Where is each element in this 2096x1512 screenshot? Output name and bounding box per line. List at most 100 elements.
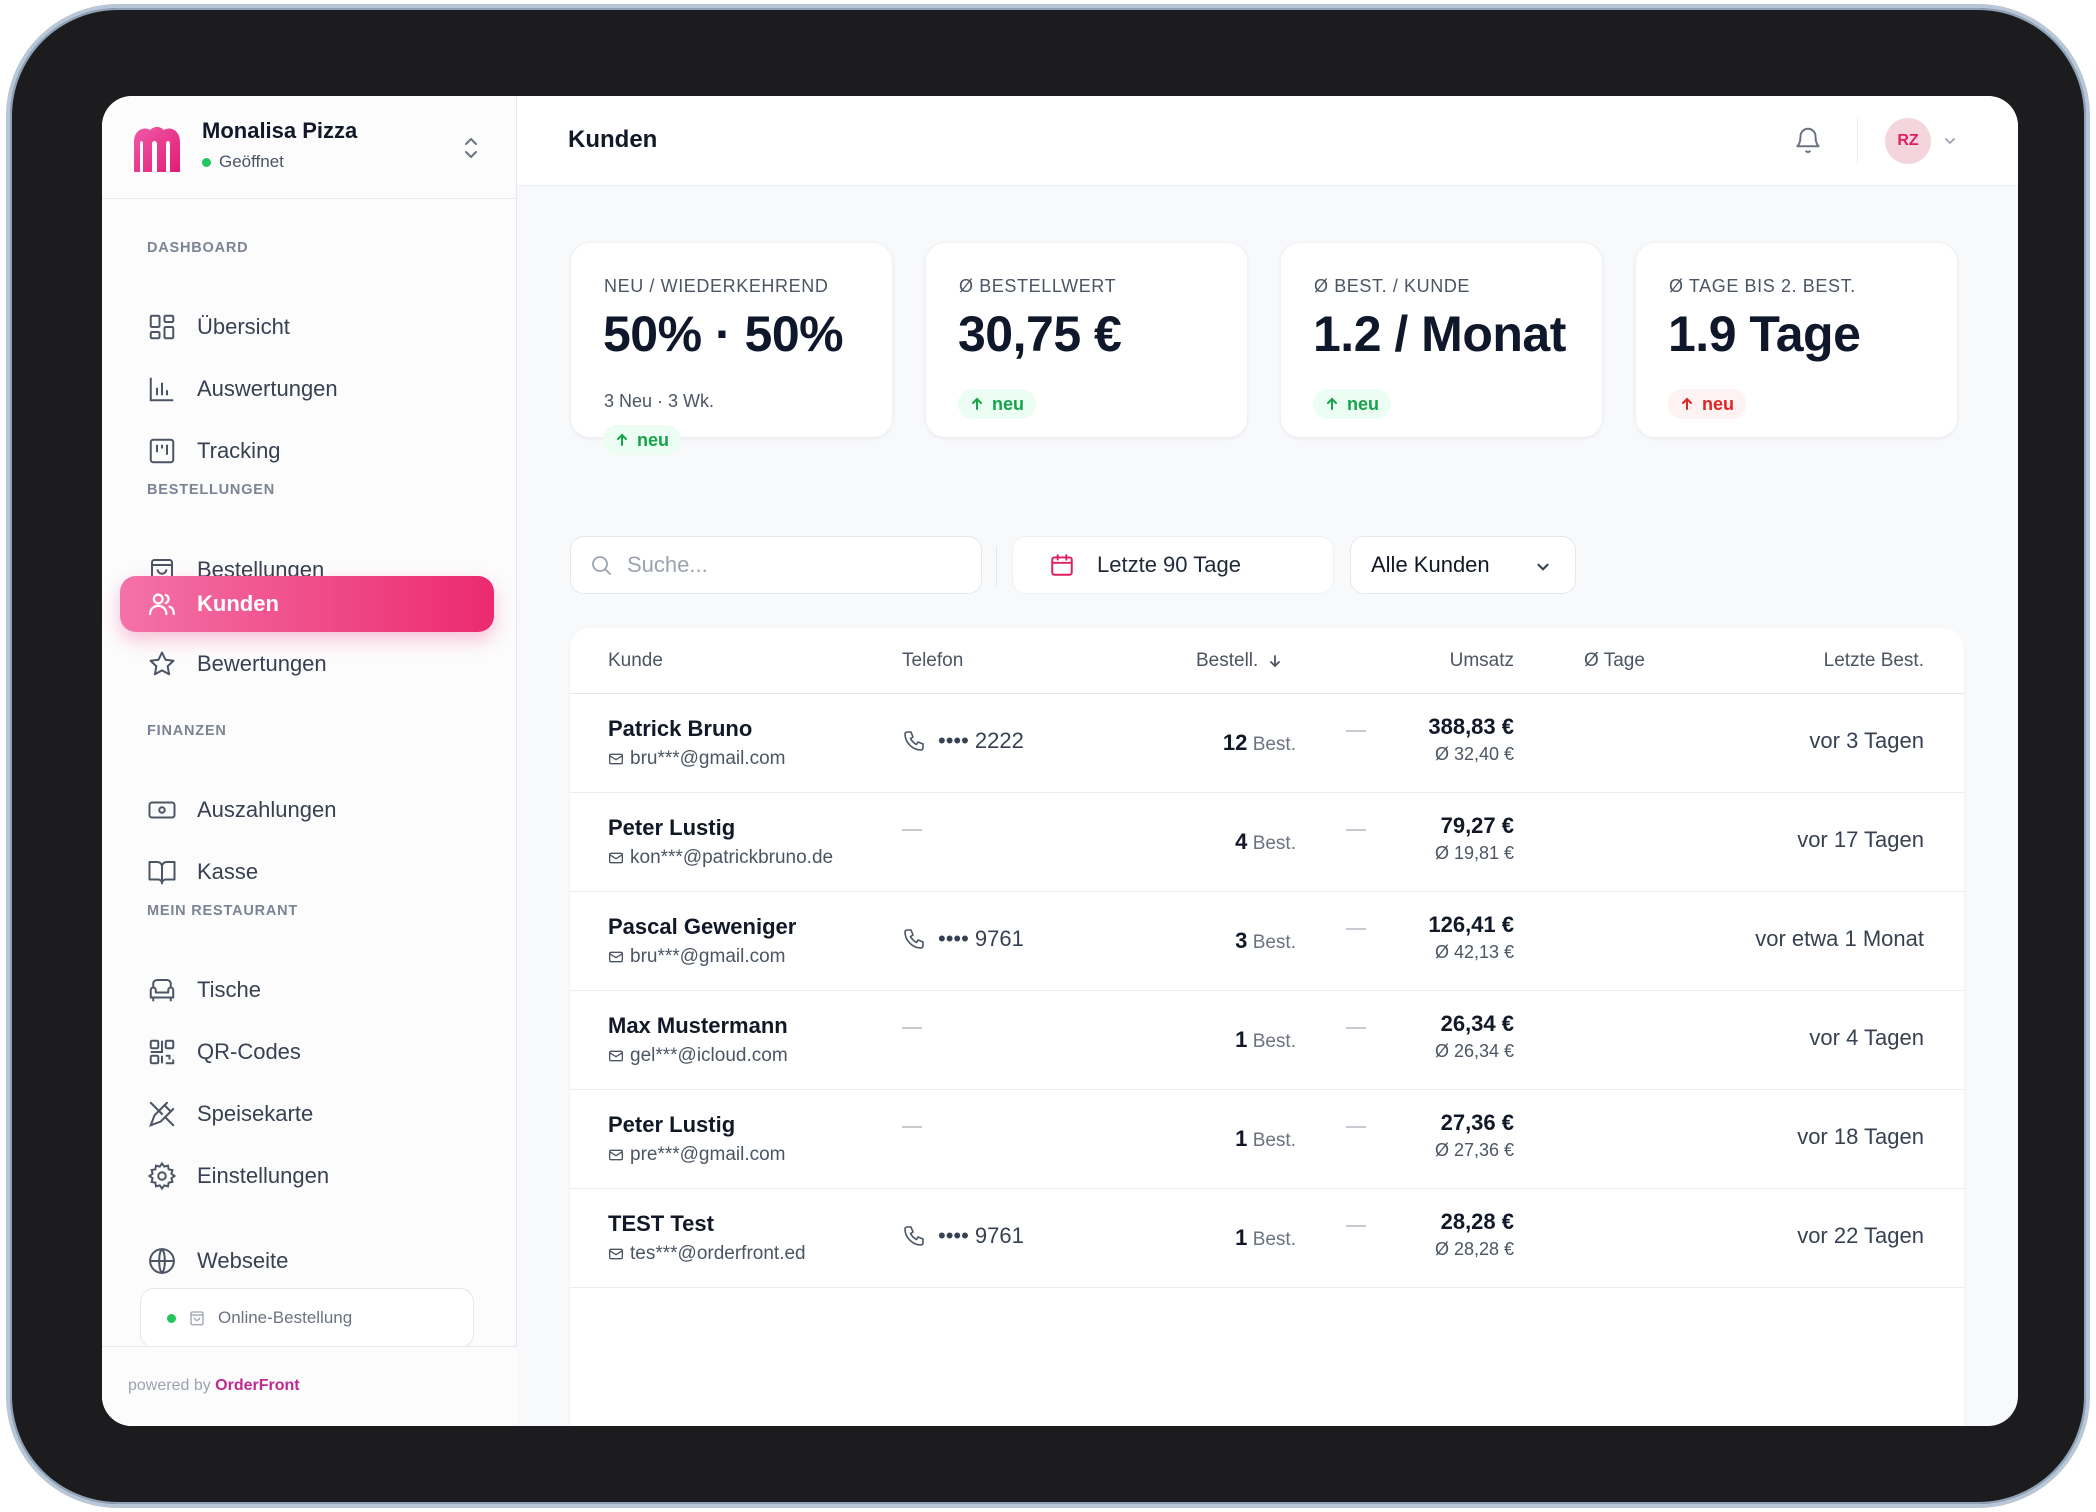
chevron-down-icon[interactable] <box>1943 134 1957 148</box>
revenue-total: 388,83 € <box>1428 714 1514 739</box>
calendar-icon <box>1051 554 1073 576</box>
orders-count: 1 <box>1235 1126 1248 1151</box>
sidebar-item-label: Einstellungen <box>197 1163 330 1188</box>
section-label-mein-restaurant: MEIN RESTAURANT <box>147 903 299 919</box>
sidebar-item-kasse[interactable]: Kasse <box>120 844 494 900</box>
last-order-cell: vor 18 Tagen <box>1797 1124 1924 1149</box>
section-label-dashboard: DASHBOARD <box>147 240 249 256</box>
revenue-total: 28,28 € <box>1440 1209 1514 1234</box>
table-row[interactable]: Pascal Geweniger bru***@gmail.com •••• 9… <box>570 892 1964 991</box>
sidebar-item-uebersicht[interactable]: Übersicht <box>120 299 494 355</box>
kanban-icon <box>149 438 175 464</box>
mail-icon <box>609 1050 623 1062</box>
avatar[interactable]: RZ <box>1885 118 1931 164</box>
sidebar-item-kunden[interactable]: Kunden <box>120 576 494 632</box>
orders-cell: 1 Best. <box>1235 1027 1296 1053</box>
tablet-frame: Monalisa Pizza Geöffnet DASHBOARD Übersi… <box>6 4 2090 1508</box>
phone-icon <box>904 1226 924 1246</box>
customer-email-text: pre***@gmail.com <box>630 1144 786 1165</box>
stat-label: Ø TAGE BIS 2. BEST. <box>1669 276 1856 296</box>
customer-name: Max Mustermann <box>608 1013 788 1038</box>
phone-empty-dash <box>902 1027 922 1029</box>
stat-badge-label: neu <box>637 429 670 450</box>
stat-card-orders-per-customer: Ø BEST. / KUNDE 1.2 / Monat neu <box>1280 242 1603 438</box>
powered-by-prefix: powered by <box>128 1377 211 1394</box>
column-header-orders-label: Bestell. <box>1196 650 1259 671</box>
stat-badge: neu <box>603 425 682 455</box>
customer-email-text: tes***@orderfront.ed <box>630 1243 806 1264</box>
revenue-average: Ø 27,36 € <box>1434 1140 1514 1160</box>
page-title: Kunden <box>568 126 658 153</box>
sidebar-item-label: Auswertungen <box>197 376 338 401</box>
customer-name: Peter Lustig <box>608 815 736 840</box>
stat-card-days-to-second-order: Ø TAGE BIS 2. BEST. 1.9 Tage neu <box>1635 242 1958 438</box>
sidebar-item-webseite[interactable]: Webseite <box>120 1233 494 1289</box>
sidebar-item-label: Bewertungen <box>197 651 327 676</box>
orders-count: 12 <box>1222 730 1248 755</box>
search-input[interactable] <box>627 552 947 578</box>
customer-filter-select[interactable]: Alle Kunden <box>1350 536 1576 594</box>
armchair-icon <box>149 979 175 1002</box>
customer-email: bru***@gmail.com <box>608 748 786 770</box>
table-row[interactable]: Peter Lustig kon***@patrickbruno.de 4 Be… <box>570 793 1964 892</box>
sidebar-item-label: Speisekarte <box>197 1101 314 1126</box>
table-row[interactable]: Peter Lustig pre***@gmail.com 1 Best. 27… <box>570 1090 1964 1189</box>
orders-count: 4 <box>1235 829 1248 854</box>
orders-suffix: Best. <box>1252 1229 1296 1250</box>
brand-logo-icon <box>134 127 180 172</box>
orders-count: 1 <box>1235 1027 1248 1052</box>
powered-by-brand[interactable]: OrderFront <box>215 1377 300 1394</box>
online-order-status[interactable]: Online-Bestellung <box>140 1288 474 1348</box>
date-range-button[interactable]: Letzte 90 Tage <box>1012 536 1334 594</box>
orders-suffix: Best. <box>1252 1031 1296 1052</box>
qr-code-icon <box>149 1039 175 1065</box>
revenue-average: Ø 32,40 € <box>1434 744 1514 764</box>
arrow-up-icon <box>617 433 627 446</box>
revenue-total: 26,34 € <box>1440 1011 1514 1036</box>
revenue-cell: 126,41 € Ø 42,13 € <box>1428 912 1514 963</box>
table-row[interactable]: Patrick Bruno bru***@gmail.com •••• 2222… <box>570 694 1964 793</box>
stat-card-avg-order-value: Ø BESTELLWERT 30,75 € neu <box>925 242 1248 438</box>
last-order-cell: vor 3 Tagen <box>1809 728 1924 753</box>
orders-suffix: Best. <box>1252 932 1296 953</box>
column-header-avg-days[interactable]: Ø Tage <box>1584 650 1645 671</box>
sidebar-item-label: Kasse <box>197 859 259 884</box>
sidebar-item-bewertungen[interactable]: Bewertungen <box>120 636 494 692</box>
sidebar-item-tracking[interactable]: Tracking <box>120 423 494 479</box>
last-order-cell: vor 17 Tagen <box>1797 827 1924 852</box>
customer-email-text: gel***@icloud.com <box>630 1045 788 1066</box>
stat-value: 1.2 / Monat <box>1313 306 1566 362</box>
stat-badge: neu <box>958 389 1037 419</box>
column-header-phone[interactable]: Telefon <box>902 650 964 671</box>
column-header-revenue[interactable]: Umsatz <box>1449 650 1514 671</box>
column-header-orders[interactable]: Bestell. <box>1196 650 1282 672</box>
sidebar-item-auszahlungen[interactable]: Auszahlungen <box>120 782 494 838</box>
sidebar-item-speisekarte[interactable]: Speisekarte <box>120 1086 494 1142</box>
orders-cell: 4 Best. <box>1235 829 1296 855</box>
avg-days-empty-dash <box>1346 1225 1366 1227</box>
shopping-bag-icon <box>190 1311 204 1326</box>
sidebar-item-auswertungen[interactable]: Auswertungen <box>120 361 494 417</box>
bell-icon[interactable] <box>1793 124 1823 156</box>
stat-badge-label: neu <box>1347 393 1380 414</box>
sidebar-item-einstellungen[interactable]: Einstellungen <box>120 1148 494 1204</box>
star-icon <box>149 651 175 676</box>
stat-badge-label: neu <box>1702 393 1735 414</box>
sidebar-item-tische[interactable]: Tische <box>120 962 494 1018</box>
phone-empty-dash <box>902 1126 922 1128</box>
sidebar-item-qr-codes[interactable]: QR-Codes <box>120 1024 494 1080</box>
table-row[interactable]: TEST Test tes***@orderfront.ed •••• 9761… <box>570 1189 1964 1288</box>
search-box[interactable] <box>570 536 982 594</box>
table-row[interactable]: Max Mustermann gel***@icloud.com 1 Best.… <box>570 991 1964 1090</box>
last-order-cell: vor etwa 1 Monat <box>1755 926 1924 951</box>
column-header-last-order[interactable]: Letzte Best. <box>1823 650 1924 671</box>
sidebar-item-label: Übersicht <box>197 314 290 339</box>
restaurant-switcher[interactable]: Monalisa Pizza Geöffnet <box>102 96 517 199</box>
orders-suffix: Best. <box>1252 1130 1296 1151</box>
orders-count: 3 <box>1235 928 1248 953</box>
orders-cell: 1 Best. <box>1235 1225 1296 1251</box>
status-dot-icon <box>167 1313 176 1323</box>
column-header-customer[interactable]: Kunde <box>608 650 663 671</box>
stat-label: Ø BESTELLWERT <box>959 276 1117 296</box>
top-bar: Kunden RZ <box>517 96 2018 186</box>
